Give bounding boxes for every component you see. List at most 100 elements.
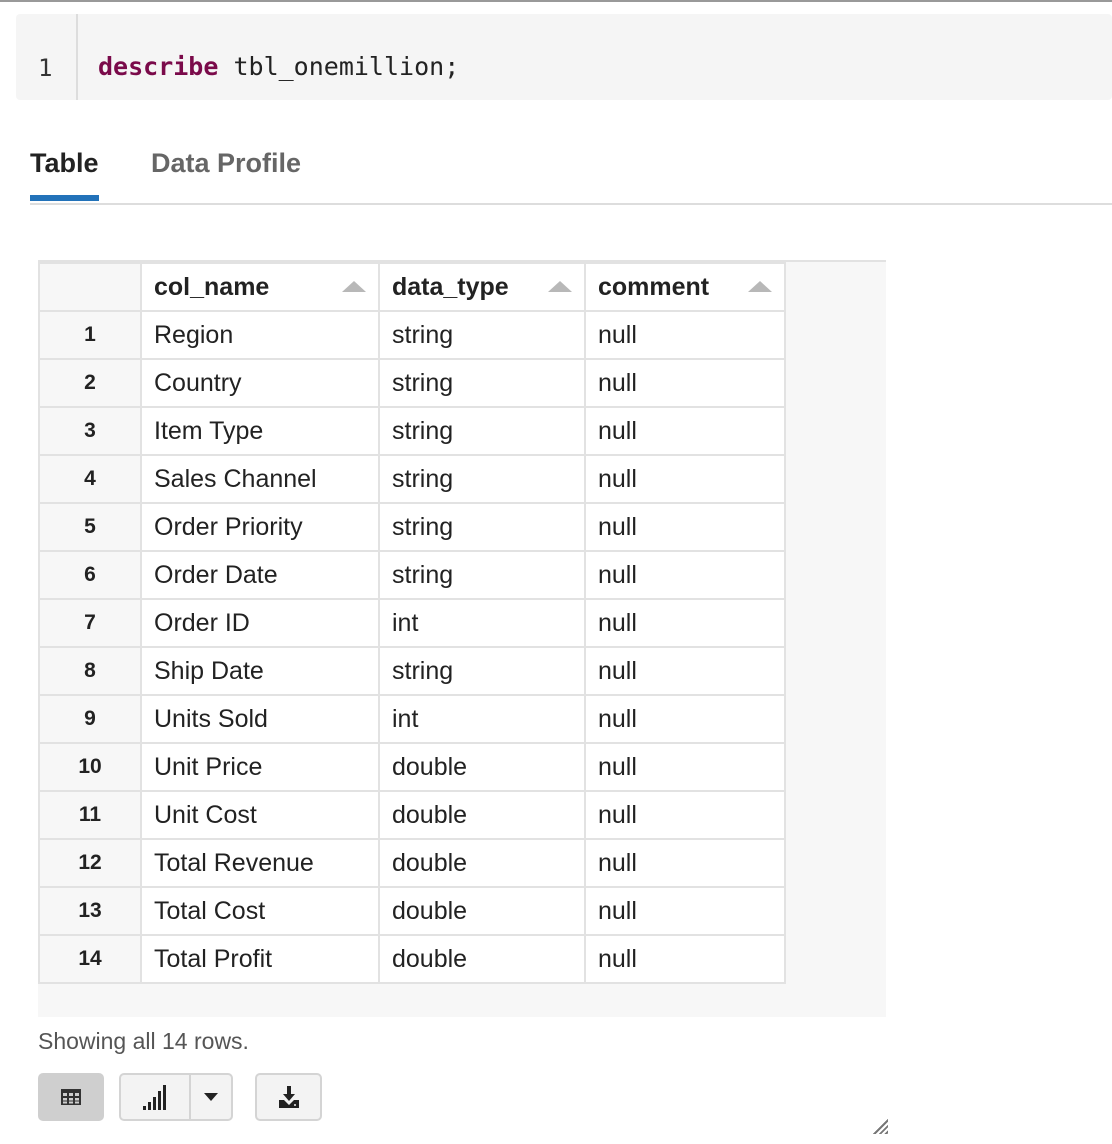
cell-col-name: Order Priority: [140, 502, 380, 552]
header-label: comment: [598, 272, 710, 301]
sql-text: tbl_onemillion;: [218, 52, 460, 81]
results-table: col_name data_type comment 1 Region string…: [38, 260, 886, 1017]
download-button[interactable]: [255, 1073, 322, 1121]
row-index: 1: [38, 310, 142, 360]
cell-comment: null: [584, 406, 786, 456]
cell-data-type: string: [378, 358, 586, 408]
table-row: 14 Total Profit double null: [38, 934, 786, 984]
row-index: 7: [38, 598, 142, 648]
table-row: 8 Ship Date string null: [38, 646, 786, 696]
gutter: 1: [16, 14, 78, 100]
cell-col-name: Total Revenue: [140, 838, 380, 888]
cell-col-name: Unit Price: [140, 742, 380, 792]
cell-data-type: double: [378, 934, 586, 984]
cell-comment: null: [584, 886, 786, 936]
download-icon: [278, 1086, 299, 1108]
cell-comment: null: [584, 454, 786, 504]
table-icon: [61, 1089, 81, 1105]
row-index: 6: [38, 550, 142, 600]
cell-data-type: double: [378, 742, 586, 792]
column-header-comment[interactable]: comment: [584, 262, 786, 312]
cell-comment: null: [584, 838, 786, 888]
table-row: 3 Item Type string null: [38, 406, 786, 456]
cell-col-name: Country: [140, 358, 380, 408]
row-index: 12: [38, 838, 142, 888]
tab-data-profile[interactable]: Data Profile: [151, 148, 302, 178]
table-row: 9 Units Sold int null: [38, 694, 786, 744]
column-header-data-type[interactable]: data_type: [378, 262, 586, 312]
table-row: 6 Order Date string null: [38, 550, 786, 600]
cell-data-type: string: [378, 406, 586, 456]
cell-col-name: Item Type: [140, 406, 380, 456]
cell-comment: null: [584, 790, 786, 840]
cell-data-type: string: [378, 502, 586, 552]
bar-chart-icon: [143, 1085, 166, 1110]
table-row: 1 Region string null: [38, 310, 786, 360]
row-count-status: Showing all 14 rows.: [38, 1028, 249, 1054]
header-label: col_name: [154, 272, 270, 301]
cell-data-type: string: [378, 454, 586, 504]
code-editor[interactable]: 1 describe tbl_onemillion;: [16, 14, 1112, 100]
cell-col-name: Unit Cost: [140, 790, 380, 840]
cell-comment: null: [584, 310, 786, 360]
cell-data-type: int: [378, 598, 586, 648]
row-index: 5: [38, 502, 142, 552]
cell-col-name: Sales Channel: [140, 454, 380, 504]
chart-view-button[interactable]: [119, 1073, 191, 1121]
cell-comment: null: [584, 646, 786, 696]
sort-icon[interactable]: [548, 281, 572, 292]
row-index: 11: [38, 790, 142, 840]
column-header-col-name[interactable]: col_name: [140, 262, 380, 312]
cell-comment: null: [584, 934, 786, 984]
sort-icon[interactable]: [748, 281, 772, 292]
cell-data-type: double: [378, 790, 586, 840]
table-view-button[interactable]: [38, 1073, 104, 1121]
top-border: [0, 0, 1112, 2]
row-index: 13: [38, 886, 142, 936]
row-index: 4: [38, 454, 142, 504]
cell-data-type: int: [378, 694, 586, 744]
cell-data-type: string: [378, 646, 586, 696]
caret-down-icon: [204, 1093, 218, 1101]
cell-col-name: Units Sold: [140, 694, 380, 744]
cell-col-name: Order Date: [140, 550, 380, 600]
row-index: 9: [38, 694, 142, 744]
row-index: 3: [38, 406, 142, 456]
table-row: 13 Total Cost double null: [38, 886, 786, 936]
table-row: 2 Country string null: [38, 358, 786, 408]
row-index: 8: [38, 646, 142, 696]
result-tabs: Table Data Profile: [30, 140, 1112, 205]
table-row: 11 Unit Cost double null: [38, 790, 786, 840]
cell-comment: null: [584, 598, 786, 648]
table-row: 5 Order Priority string null: [38, 502, 786, 552]
cell-data-type: string: [378, 310, 586, 360]
row-index: 10: [38, 742, 142, 792]
sql-keyword: describe: [98, 52, 219, 81]
row-index: 2: [38, 358, 142, 408]
index-header: [38, 262, 142, 312]
row-index: 14: [38, 934, 142, 984]
cell-col-name: Total Profit: [140, 934, 380, 984]
cell-data-type: string: [378, 550, 586, 600]
cell-data-type: double: [378, 838, 586, 888]
cell-comment: null: [584, 502, 786, 552]
cell-col-name: Region: [140, 310, 380, 360]
cell-comment: null: [584, 694, 786, 744]
table-row: 10 Unit Price double null: [38, 742, 786, 792]
table-row: 12 Total Revenue double null: [38, 838, 786, 888]
header-label: data_type: [392, 272, 509, 301]
cell-data-type: double: [378, 886, 586, 936]
tab-table[interactable]: Table: [30, 148, 99, 201]
cell-col-name: Order ID: [140, 598, 380, 648]
cell-comment: null: [584, 550, 786, 600]
table-row: 7 Order ID int null: [38, 598, 786, 648]
table-row: 4 Sales Channel string null: [38, 454, 786, 504]
sort-icon[interactable]: [342, 281, 366, 292]
line-number: 1: [38, 54, 53, 82]
cell-col-name: Total Cost: [140, 886, 380, 936]
cell-col-name: Ship Date: [140, 646, 380, 696]
resize-handle[interactable]: [872, 1118, 888, 1134]
cell-comment: null: [584, 358, 786, 408]
chart-options-dropdown[interactable]: [189, 1073, 233, 1121]
code-line[interactable]: describe tbl_onemillion;: [98, 52, 459, 81]
